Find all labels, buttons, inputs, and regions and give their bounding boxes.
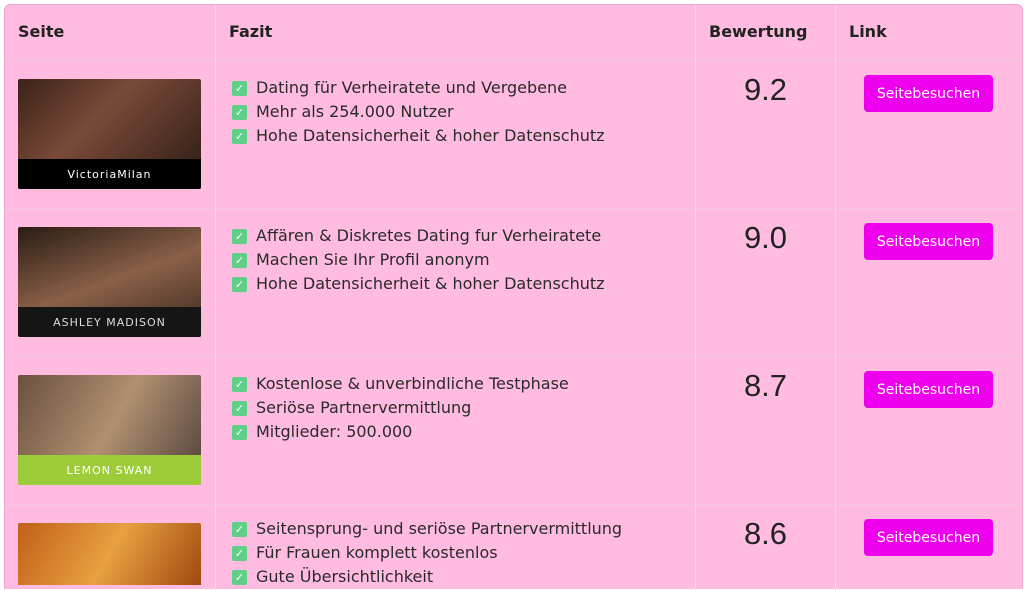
link-cell: Seitebesuchen — [835, 505, 1022, 590]
feature-text: Seitensprung- und seriöse Partnervermitt… — [256, 519, 623, 538]
link-cell: Seitebesuchen — [835, 209, 1022, 357]
site-cell: LEMON SWAN — [5, 357, 215, 505]
brand-logo: ASHLEY MADISON — [18, 307, 201, 337]
header-site: Seite — [18, 22, 65, 41]
site-thumbnail[interactable]: LEMON SWAN — [18, 375, 201, 485]
summary-cell: ✓ Kostenlose & unverbindliche Testphase ✓ S… — [215, 357, 695, 505]
site-cell — [5, 505, 215, 590]
feature-text: Gute Übersichtlichkeit — [256, 567, 434, 586]
check-icon: ✓ — [232, 128, 247, 144]
summary-cell: ✓ Dating für Verheiratete und Vergebene ✓ M… — [215, 61, 695, 209]
table-header: Seite Fazit Bewertung Link — [5, 5, 1022, 60]
site-thumbnail[interactable] — [18, 523, 201, 585]
site-thumbnail[interactable]: ASHLEY MADISON — [18, 227, 201, 337]
summary-cell: ✓ Seitensprung- und seriöse Partnervermit… — [215, 505, 695, 590]
feature-item: ✓ Seitensprung- und seriöse Partnervermit… — [232, 517, 695, 541]
check-icon: ✓ — [232, 424, 247, 440]
feature-text: Hohe Datensicherheit & hoher Datenschutz — [256, 126, 605, 145]
feature-item: ✓ Dating für Verheiratete und Vergebene — [232, 76, 695, 100]
feature-item: ✓ Gute Übersichtlichkeit — [232, 565, 695, 589]
feature-item: ✓ Kostenlose & unverbindliche Testphase — [232, 372, 695, 396]
feature-text: Kostenlose & unverbindliche Testphase — [256, 374, 569, 393]
table-row: ✓ Seitensprung- und seriöse Partnervermit… — [5, 504, 1022, 590]
site-thumbnail[interactable]: VictoriaMilan — [18, 79, 201, 189]
visit-site-button[interactable]: Seitebesuchen — [864, 371, 993, 408]
brand-logo: VictoriaMilan — [18, 159, 201, 189]
feature-text: Hohe Datensicherheit & hoher Datenschutz — [256, 274, 605, 293]
header-summary: Fazit — [215, 5, 695, 60]
check-icon: ✓ — [232, 80, 247, 96]
feature-text: Machen Sie Ihr Profil anonym — [256, 250, 490, 269]
feature-text: Dating für Verheiratete und Vergebene — [256, 78, 567, 97]
check-icon: ✓ — [232, 252, 247, 268]
table-row: VictoriaMilan ✓ Dating für Verheiratete u… — [5, 60, 1022, 209]
feature-item: ✓ Mitglieder: 500.000 — [232, 420, 695, 444]
check-icon: ✓ — [232, 521, 247, 537]
header-rating: Bewertung — [695, 5, 835, 60]
check-icon: ✓ — [232, 104, 247, 120]
check-icon: ✓ — [232, 545, 247, 561]
visit-site-button[interactable]: Seitebesuchen — [864, 519, 993, 556]
rating-score: 9.0 — [743, 220, 788, 255]
feature-list: ✓ Affären & Diskretes Dating fur Verheira… — [216, 209, 695, 296]
feature-text: Seriöse Partnervermittlung — [256, 398, 472, 417]
visit-site-button[interactable]: Seitebesuchen — [864, 223, 993, 260]
feature-item: ✓ Seriöse Partnervermittlung — [232, 396, 695, 420]
feature-item: ✓ Affären & Diskretes Dating fur Verheira… — [232, 224, 695, 248]
check-icon: ✓ — [232, 276, 247, 292]
feature-text: Mitglieder: 500.000 — [256, 422, 413, 441]
brand-logo: LEMON SWAN — [18, 455, 201, 485]
feature-item: ✓ Machen Sie Ihr Profil anonym — [232, 248, 695, 272]
feature-item: ✓ Für Frauen komplett kostenlos — [232, 541, 695, 565]
site-cell: ASHLEY MADISON — [5, 209, 215, 357]
feature-list: ✓ Seitensprung- und seriöse Partnervermit… — [216, 505, 695, 589]
rating-score: 9.2 — [743, 72, 788, 107]
check-icon: ✓ — [232, 228, 247, 244]
rating-score: 8.7 — [743, 368, 788, 403]
header-link: Link — [835, 5, 1022, 60]
rating-cell: 8.7 — [695, 357, 835, 505]
summary-cell: ✓ Affären & Diskretes Dating fur Verheira… — [215, 209, 695, 357]
link-cell: Seitebesuchen — [835, 357, 1022, 505]
table-row: LEMON SWAN ✓ Kostenlose & unverbindliche … — [5, 356, 1022, 505]
check-icon: ✓ — [232, 569, 247, 585]
feature-item: ✓ Hohe Datensicherheit & hoher Datenschut… — [232, 124, 695, 148]
rating-cell: 8.6 — [695, 505, 835, 590]
link-cell: Seitebesuchen — [835, 61, 1022, 209]
check-icon: ✓ — [232, 376, 247, 392]
rating-score: 8.6 — [743, 516, 788, 551]
feature-list: ✓ Dating für Verheiratete und Vergebene ✓ M… — [216, 61, 695, 148]
feature-text: Affären & Diskretes Dating fur Verheirat… — [256, 226, 602, 245]
rating-cell: 9.2 — [695, 61, 835, 209]
feature-text: Mehr als 254.000 Nutzer — [256, 102, 454, 121]
feature-list: ✓ Kostenlose & unverbindliche Testphase ✓ S… — [216, 357, 695, 444]
feature-item: ✓ Hohe Datensicherheit & hoher Datenschut… — [232, 272, 695, 296]
check-icon: ✓ — [232, 400, 247, 416]
comparison-table: Seite Fazit Bewertung Link VictoriaMilan… — [4, 4, 1023, 590]
site-cell: VictoriaMilan — [5, 61, 215, 209]
table-row: ASHLEY MADISON ✓ Affären & Diskretes Dati… — [5, 208, 1022, 357]
rating-cell: 9.0 — [695, 209, 835, 357]
feature-item: ✓ Mehr als 254.000 Nutzer — [232, 100, 695, 124]
visit-site-button[interactable]: Seitebesuchen — [864, 75, 993, 112]
feature-text: Für Frauen komplett kostenlos — [256, 543, 498, 562]
